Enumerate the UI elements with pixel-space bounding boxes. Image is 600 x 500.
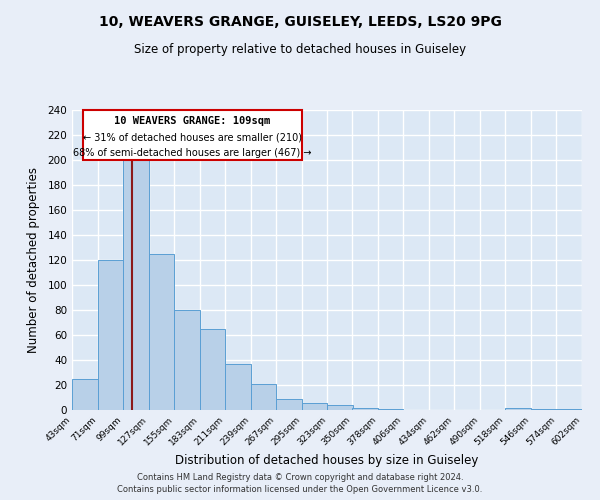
Bar (352, 408, 377, 410)
Bar (302, 402, 328, 410)
Bar (377, 409, 403, 410)
Bar (225, 364, 251, 410)
Text: Size of property relative to detached houses in Guiseley: Size of property relative to detached ho… (134, 42, 466, 56)
Bar (123, 160, 149, 410)
Bar (582, 409, 600, 410)
Bar (72, 379, 98, 410)
Bar (149, 254, 174, 410)
Text: ← 31% of detached houses are smaller (210): ← 31% of detached houses are smaller (21… (83, 132, 302, 142)
Bar (505, 408, 531, 410)
X-axis label: Distribution of detached houses by size in Guiseley: Distribution of detached houses by size … (175, 454, 479, 467)
Bar (328, 405, 353, 410)
Bar (277, 399, 302, 410)
FancyBboxPatch shape (83, 110, 302, 160)
Bar (174, 310, 200, 410)
Bar (98, 260, 123, 410)
Bar (531, 409, 556, 410)
Text: Contains public sector information licensed under the Open Government Licence v3: Contains public sector information licen… (118, 485, 482, 494)
Text: 68% of semi-detached houses are larger (467) →: 68% of semi-detached houses are larger (… (73, 148, 311, 158)
Text: Contains HM Land Registry data © Crown copyright and database right 2024.: Contains HM Land Registry data © Crown c… (137, 472, 463, 482)
Bar (251, 384, 277, 410)
Bar (556, 409, 582, 410)
Text: 10 WEAVERS GRANGE: 109sqm: 10 WEAVERS GRANGE: 109sqm (115, 116, 271, 126)
Bar (200, 329, 225, 410)
Y-axis label: Number of detached properties: Number of detached properties (28, 167, 40, 353)
Text: 10, WEAVERS GRANGE, GUISELEY, LEEDS, LS20 9PG: 10, WEAVERS GRANGE, GUISELEY, LEEDS, LS2… (98, 15, 502, 29)
